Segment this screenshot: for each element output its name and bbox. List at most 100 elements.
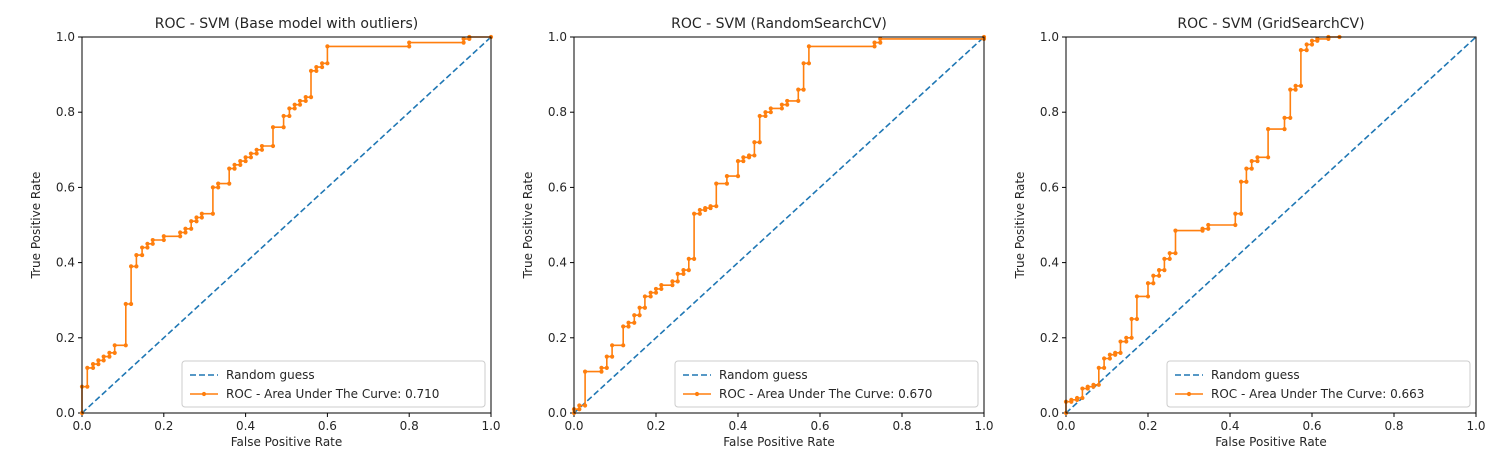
roc-point [161,234,166,239]
roc-point [1069,397,1074,402]
roc-point [1255,158,1260,164]
legend-entry: Random guess [226,368,315,382]
random-guess-line [81,36,492,414]
roc-point [134,252,139,258]
roc-point [85,384,90,389]
roc-point [96,362,101,367]
roc-curve-line [1065,36,1340,413]
roc-point [621,343,626,348]
roc-point [314,64,319,70]
y-tick-label: 0.0 [1040,406,1059,420]
roc-point [741,155,746,160]
roc-point [1238,211,1244,216]
roc-point [1124,335,1129,340]
roc-point [227,166,232,171]
roc-point [637,313,642,318]
roc-point [90,362,96,367]
roc-point [1134,316,1140,322]
roc-panel-2: ROC - SVM (RandomSearchCV) 0.0 0.2 0.4 0.6 0.… [521,16,994,449]
y-tick-label: 0.4 [1040,256,1059,270]
roc-point [243,155,248,160]
legend: Random guess ROC - Area Under The Curve: … [1166,360,1471,408]
x-tick-label: 0.2 [154,419,173,433]
roc-point [604,365,609,370]
roc-point [610,343,615,348]
chart-title: ROC - SVM (RandomSearchCV) [671,16,887,32]
roc-point [1233,222,1238,228]
roc-point [216,181,221,186]
roc-point [724,174,730,179]
roc-point [123,343,128,348]
roc-point [248,151,254,156]
roc-point [1282,127,1287,132]
roc-point [763,113,768,119]
roc-point [178,230,183,235]
y-tick-label: 0.0 [56,406,75,420]
roc-point [287,113,292,119]
roc-point [714,204,719,209]
roc-point [1282,115,1287,120]
x-tick-label: 0.4 [728,419,747,433]
roc-point [1124,339,1129,344]
roc-point [1118,350,1123,355]
legend-entry: ROC - Area Under The Curve: 0.670 [719,387,932,401]
roc-point [801,87,806,92]
roc-point [763,110,768,115]
roc-point [1244,166,1249,171]
roc-point [1304,42,1309,47]
roc-point [1288,87,1293,92]
roc-point [308,68,314,73]
roc-point [801,61,806,66]
roc-point [319,61,325,66]
roc-point [303,98,308,104]
roc-point [686,256,691,261]
roc-point [189,226,194,231]
roc-point [599,369,604,374]
roc-point [281,125,286,130]
roc-point [199,215,204,220]
roc-point [96,358,101,363]
y-tick-label: 1.0 [56,30,75,44]
roc-point [653,286,659,292]
legend-frame [1166,360,1471,408]
roc-point [243,158,248,164]
roc-point [779,106,784,111]
roc-point [621,324,626,329]
roc-point [642,294,648,299]
roc-point [1173,251,1178,256]
roc-point [642,305,648,310]
roc-point [1107,352,1112,357]
roc-point [107,354,112,359]
y-tick-label: 0.6 [1040,180,1059,194]
roc-point [1298,83,1304,88]
legend-frame [181,360,486,408]
chart-title: ROC - SVM (Base model with outliers) [155,16,419,32]
roc-point [1080,395,1085,401]
roc-point [686,268,691,273]
roc-point [297,102,303,107]
y-tick-label: 0.8 [56,105,75,119]
roc-point [878,40,883,45]
roc-point [1107,356,1112,361]
x-tick-label: 0.4 [236,419,255,433]
roc-point [1145,281,1151,286]
roc-point [1304,48,1309,53]
x-tick-label: 0.6 [1302,419,1321,433]
y-tick-label: 0.6 [56,180,75,194]
roc-point [150,241,155,246]
roc-point [1298,48,1304,53]
roc-point [1233,211,1238,216]
roc-point [183,226,188,231]
roc-point [752,140,757,145]
roc-point [140,252,145,258]
roc-point [1167,251,1172,256]
roc-point [1293,87,1298,92]
roc-point [796,87,801,92]
roc-point [785,102,790,107]
roc-point [227,181,232,186]
roc-point [281,113,286,119]
roc-point [1206,222,1211,228]
roc-panel-1: ROC - SVM (Base model with outliers) 0.0 0… [29,16,501,449]
legend-entry: Random guess [719,368,808,382]
